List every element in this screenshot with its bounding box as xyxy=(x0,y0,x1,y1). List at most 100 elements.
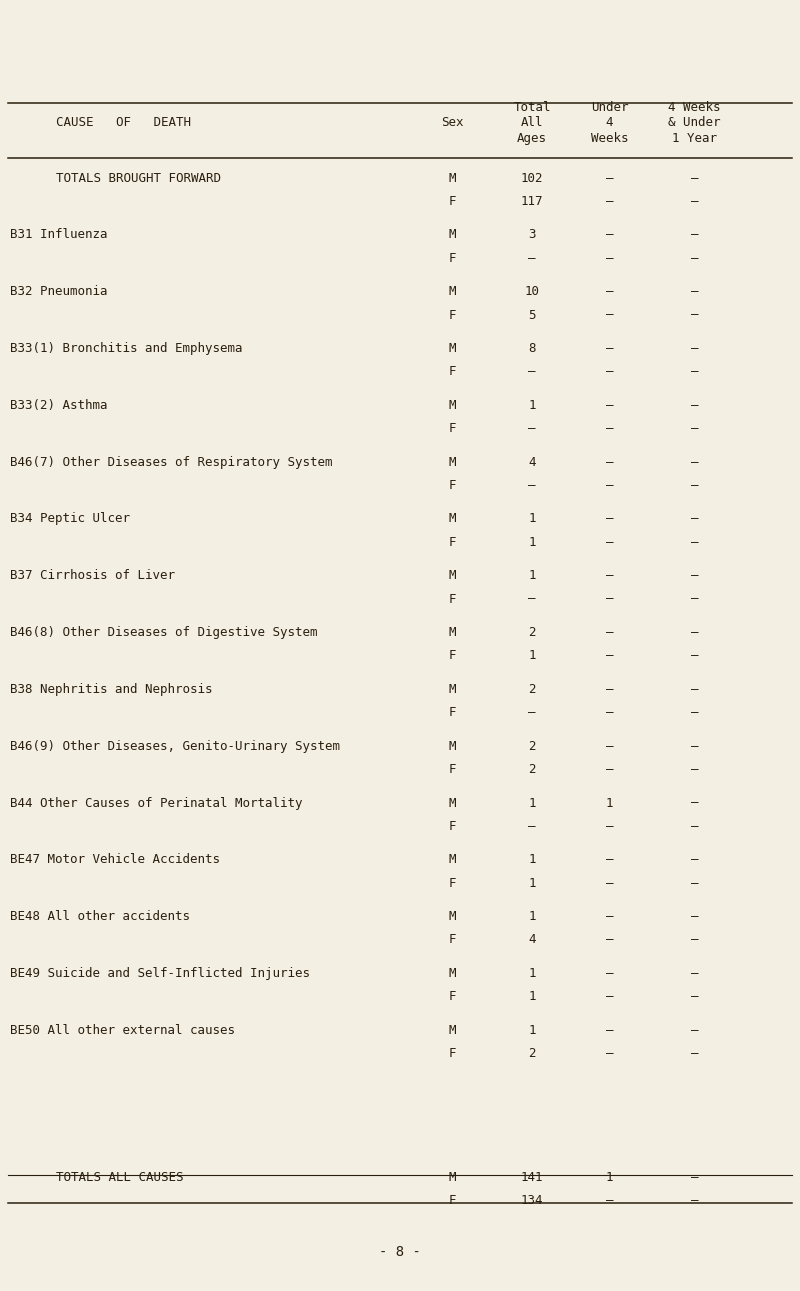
Text: –: – xyxy=(690,399,698,412)
Text: TOTALS BROUGHT FORWARD: TOTALS BROUGHT FORWARD xyxy=(56,172,221,185)
Text: M: M xyxy=(448,626,456,639)
Text: –: – xyxy=(606,309,614,321)
Text: –: – xyxy=(528,252,536,265)
Text: –: – xyxy=(606,1024,614,1037)
Text: F: F xyxy=(448,1194,456,1207)
Text: M: M xyxy=(448,342,456,355)
Text: Weeks: Weeks xyxy=(591,132,628,145)
Text: F: F xyxy=(448,649,456,662)
Text: –: – xyxy=(606,593,614,605)
Text: –: – xyxy=(606,536,614,549)
Text: M: M xyxy=(448,229,456,241)
Text: 141: 141 xyxy=(521,1171,543,1184)
Text: 4: 4 xyxy=(528,456,536,469)
Text: 1: 1 xyxy=(528,513,536,525)
Text: M: M xyxy=(448,285,456,298)
Text: –: – xyxy=(606,569,614,582)
Text: 1: 1 xyxy=(528,967,536,980)
Text: –: – xyxy=(690,309,698,321)
Text: –: – xyxy=(606,877,614,889)
Text: –: – xyxy=(606,513,614,525)
Text: M: M xyxy=(448,683,456,696)
Text: 1: 1 xyxy=(528,797,536,809)
Text: 1: 1 xyxy=(528,399,536,412)
Text: F: F xyxy=(448,933,456,946)
Text: M: M xyxy=(448,172,456,185)
Text: –: – xyxy=(606,365,614,378)
Text: –: – xyxy=(690,285,698,298)
Text: BE50 All other external causes: BE50 All other external causes xyxy=(10,1024,234,1037)
Text: 2: 2 xyxy=(528,740,536,753)
Text: –: – xyxy=(690,853,698,866)
Text: –: – xyxy=(690,593,698,605)
Text: 134: 134 xyxy=(521,1194,543,1207)
Text: 4: 4 xyxy=(606,116,614,129)
Text: B33(2) Asthma: B33(2) Asthma xyxy=(10,399,107,412)
Text: –: – xyxy=(606,626,614,639)
Text: F: F xyxy=(448,706,456,719)
Text: F: F xyxy=(448,195,456,208)
Text: –: – xyxy=(690,740,698,753)
Text: M: M xyxy=(448,513,456,525)
Text: –: – xyxy=(690,1024,698,1037)
Text: M: M xyxy=(448,1024,456,1037)
Text: –: – xyxy=(606,853,614,866)
Text: –: – xyxy=(690,456,698,469)
Text: M: M xyxy=(448,569,456,582)
Text: 117: 117 xyxy=(521,195,543,208)
Text: –: – xyxy=(606,195,614,208)
Text: –: – xyxy=(606,740,614,753)
Text: 2: 2 xyxy=(528,1047,536,1060)
Text: M: M xyxy=(448,910,456,923)
Text: –: – xyxy=(690,763,698,776)
Text: M: M xyxy=(448,399,456,412)
Text: F: F xyxy=(448,990,456,1003)
Text: –: – xyxy=(690,797,698,809)
Text: M: M xyxy=(448,1171,456,1184)
Text: –: – xyxy=(606,422,614,435)
Text: –: – xyxy=(690,649,698,662)
Text: –: – xyxy=(690,626,698,639)
Text: –: – xyxy=(528,365,536,378)
Text: 2: 2 xyxy=(528,763,536,776)
Text: –: – xyxy=(690,536,698,549)
Text: M: M xyxy=(448,797,456,809)
Text: –: – xyxy=(528,422,536,435)
Text: –: – xyxy=(528,706,536,719)
Text: M: M xyxy=(448,456,456,469)
Text: B33(1) Bronchitis and Emphysema: B33(1) Bronchitis and Emphysema xyxy=(10,342,242,355)
Text: B31 Influenza: B31 Influenza xyxy=(10,229,107,241)
Text: –: – xyxy=(690,479,698,492)
Text: Sex: Sex xyxy=(441,116,463,129)
Text: 4 Weeks: 4 Weeks xyxy=(668,101,721,114)
Text: B34 Peptic Ulcer: B34 Peptic Ulcer xyxy=(10,513,130,525)
Text: 2: 2 xyxy=(528,683,536,696)
Text: –: – xyxy=(606,1047,614,1060)
Text: –: – xyxy=(606,763,614,776)
Text: 1: 1 xyxy=(528,569,536,582)
Text: 1: 1 xyxy=(528,853,536,866)
Text: –: – xyxy=(690,195,698,208)
Text: –: – xyxy=(606,252,614,265)
Text: –: – xyxy=(690,910,698,923)
Text: 1: 1 xyxy=(528,910,536,923)
Text: F: F xyxy=(448,763,456,776)
Text: 1: 1 xyxy=(528,649,536,662)
Text: –: – xyxy=(606,820,614,833)
Text: 4: 4 xyxy=(528,933,536,946)
Text: BE47 Motor Vehicle Accidents: BE47 Motor Vehicle Accidents xyxy=(10,853,219,866)
Text: F: F xyxy=(448,365,456,378)
Text: 5: 5 xyxy=(528,309,536,321)
Text: 8: 8 xyxy=(528,342,536,355)
Text: B46(8) Other Diseases of Digestive System: B46(8) Other Diseases of Digestive Syste… xyxy=(10,626,317,639)
Text: –: – xyxy=(690,1047,698,1060)
Text: 2: 2 xyxy=(528,626,536,639)
Text: –: – xyxy=(606,933,614,946)
Text: –: – xyxy=(690,513,698,525)
Text: CAUSE   OF   DEATH: CAUSE OF DEATH xyxy=(57,116,191,129)
Text: 1: 1 xyxy=(606,797,614,809)
Text: B46(7) Other Diseases of Respiratory System: B46(7) Other Diseases of Respiratory Sys… xyxy=(10,456,332,469)
Text: –: – xyxy=(690,365,698,378)
Text: M: M xyxy=(448,967,456,980)
Text: F: F xyxy=(448,479,456,492)
